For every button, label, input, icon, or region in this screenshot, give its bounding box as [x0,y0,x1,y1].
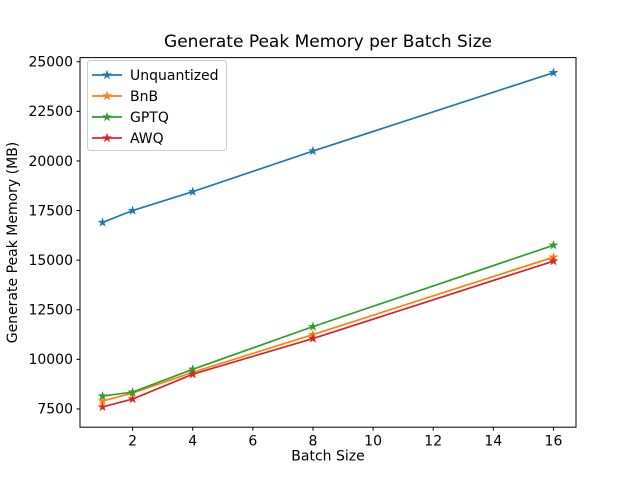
data-point-star-marker [187,364,198,374]
legend-star-marker [102,111,112,122]
legend-star-marker [102,69,112,80]
data-point-star-marker [187,369,198,379]
data-point-star-marker [308,145,318,156]
data-point-star-marker [308,333,318,343]
legend-item-awq: AWQ [92,131,164,147]
series-line [102,256,554,402]
series-line [102,244,554,397]
data-point-star-marker [97,401,108,412]
y-tick-label: 25000 [28,55,73,71]
data-point-star-marker [548,255,559,266]
legend-item-unquantized: Unquantized [92,68,219,84]
legend-box [87,60,227,151]
y-tick-label: 7500 [37,402,73,418]
series-gptq [97,240,559,401]
x-tick-label: 8 [309,434,318,450]
series-unquantized [97,67,559,227]
y-tick-label: 10000 [28,352,73,368]
x-axis: 2 4 6 8 10 12 14 16 [128,427,562,450]
y-tick-label: 17500 [28,203,73,219]
y-tick-label: 20000 [28,154,73,170]
data-point-star-marker [548,240,559,250]
x-tick-label: 12 [424,434,442,450]
x-tick-label: 6 [248,434,257,450]
y-tick-label: 22500 [28,104,73,120]
data-point-star-marker [548,67,559,77]
legend: Unquantized BnB GPTQ AWQ [87,60,227,151]
chart-title: Generate Peak Memory per Batch Size [164,32,492,52]
x-tick-label: 10 [364,434,382,450]
y-axis-title: Generate Peak Memory (MB) [5,142,21,344]
y-axis: 7500 10000 12500 15000 17500 20000 22500 25000 [28,55,80,418]
legend-label: AWQ [130,131,164,147]
plot-border [79,57,577,428]
data-point-star-marker [127,205,138,215]
legend-item-gptq: GPTQ [92,110,169,126]
y-tick-label: 15000 [28,253,73,269]
legend-label: GPTQ [130,110,169,126]
data-point-star-marker [97,395,108,406]
legend-label: BnB [130,89,158,105]
x-tick-label: 14 [484,434,502,450]
series-bnb [97,251,559,406]
x-tick-label: 4 [188,434,197,450]
series-awq [97,255,559,412]
legend-item-bnb: BnB [92,89,158,105]
plot-area: 2 4 6 8 10 12 14 16 7500 10000 12500 15000 17500 2000… [28,55,577,450]
data-point-star-marker [127,393,138,404]
legend-star-marker [102,90,112,101]
data-point-star-marker [97,217,108,227]
data-point-star-marker [127,386,138,397]
series-line [102,260,554,408]
legend-star-marker [102,132,112,143]
x-tick-label: 2 [128,434,137,450]
data-point-star-marker [97,390,108,401]
data-point-star-marker [308,321,318,331]
legend-label: Unquantized [130,68,219,84]
y-tick-label: 12500 [28,303,73,319]
x-axis-title: Batch Size [291,449,364,465]
x-tick-label: 16 [545,434,563,450]
data-point-star-marker [187,186,198,196]
